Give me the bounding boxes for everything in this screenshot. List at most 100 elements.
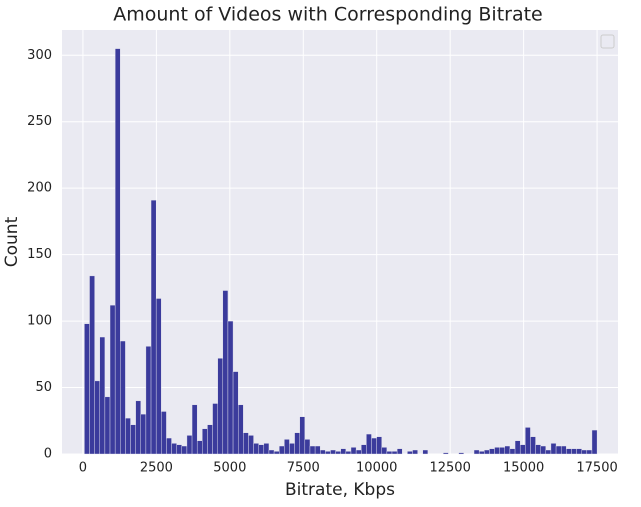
bar (478, 451, 485, 455)
bar (366, 433, 372, 455)
y-tick-label: 150 (27, 247, 52, 262)
bar (340, 448, 347, 455)
bar (273, 451, 280, 455)
y-axis-label: Count (2, 216, 22, 267)
y-tick-label: 300 (27, 48, 52, 63)
bar (571, 448, 577, 455)
bar (530, 436, 536, 455)
bar (253, 443, 259, 455)
bar (560, 445, 567, 455)
grid (62, 30, 618, 455)
bar (586, 449, 593, 455)
bar (109, 304, 116, 455)
bar (186, 435, 193, 455)
bar (499, 447, 505, 455)
bar (237, 404, 244, 455)
bar (422, 449, 429, 455)
bar (161, 411, 167, 455)
bar (376, 436, 382, 455)
bar (489, 448, 495, 455)
plot-area (62, 30, 618, 454)
bar (258, 444, 265, 455)
bar (407, 451, 413, 455)
bar (535, 444, 541, 455)
bar (396, 448, 403, 455)
bar (381, 447, 388, 455)
bar (289, 443, 295, 455)
bar (391, 451, 398, 455)
bar (284, 439, 290, 455)
bar (545, 449, 552, 455)
bar (279, 445, 285, 455)
bar (320, 449, 326, 455)
bar (566, 448, 572, 455)
y-tick-label: 50 (35, 380, 52, 395)
bar (443, 452, 449, 455)
bar (514, 440, 521, 455)
y-tick-label: 200 (27, 181, 52, 196)
x-tick-label: 17500 (576, 461, 617, 476)
bar (504, 445, 511, 455)
x-tick-label: 10000 (356, 461, 397, 476)
bar (335, 451, 341, 455)
y-tick-label: 100 (27, 314, 52, 329)
bar (371, 437, 377, 455)
bar (263, 443, 270, 455)
bar (525, 427, 531, 455)
legend-box (600, 34, 615, 49)
bar (150, 199, 157, 455)
bar (350, 447, 357, 455)
x-tick-label: 2500 (140, 461, 173, 476)
bar (304, 439, 311, 455)
bar (325, 451, 331, 455)
bar (248, 435, 254, 455)
bar (412, 449, 418, 455)
bar (309, 445, 316, 455)
bar (243, 432, 249, 455)
bar (125, 417, 131, 455)
bar (330, 449, 336, 455)
bar (135, 400, 141, 455)
bar (519, 444, 526, 455)
bar (166, 437, 172, 455)
bar (591, 429, 598, 455)
bar (509, 448, 516, 455)
bar (176, 444, 182, 455)
bar (361, 444, 367, 455)
bar (232, 371, 239, 455)
bar (555, 445, 562, 455)
bar (140, 413, 147, 455)
bar (181, 445, 188, 455)
x-axis-label: Bitrate, Kbps (285, 480, 395, 500)
x-tick-label: 15000 (503, 461, 544, 476)
bar (576, 448, 582, 455)
bar (84, 323, 90, 455)
bars (84, 48, 598, 455)
bar (458, 452, 464, 455)
bar (217, 358, 224, 455)
bar (268, 449, 275, 455)
bar (227, 320, 234, 455)
x-tick-label: 12500 (429, 461, 470, 476)
bar (494, 447, 500, 455)
bar (484, 449, 490, 455)
y-tick-label: 0 (44, 447, 52, 462)
bar (89, 275, 95, 455)
bar (114, 48, 121, 455)
bar (473, 449, 480, 455)
x-tick-label: 7500 (287, 461, 320, 476)
bar (386, 451, 393, 455)
x-tick-label: 0 (79, 461, 87, 476)
bar (294, 432, 300, 455)
bar (155, 298, 162, 455)
bar (94, 380, 100, 455)
bar (581, 449, 588, 455)
y-tick-label: 250 (27, 114, 52, 129)
bar (207, 424, 213, 455)
bar (191, 404, 198, 455)
bar (196, 440, 203, 455)
x-tick-label: 5000 (213, 461, 246, 476)
bar (299, 416, 306, 455)
bar (345, 451, 352, 455)
bar (202, 428, 208, 455)
